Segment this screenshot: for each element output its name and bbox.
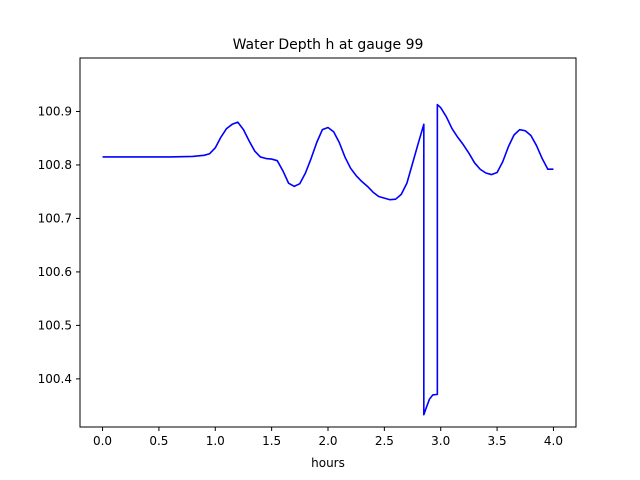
- x-tick-label: 3.5: [488, 434, 507, 448]
- y-tick-label: 100.9: [38, 104, 72, 118]
- x-tick-label: 0.0: [93, 434, 112, 448]
- y-axis: 100.4 100.5 100.6 100.7 100.8 100.9: [38, 104, 80, 386]
- plot-frame: [79, 57, 577, 428]
- y-tick-label: 100.6: [38, 265, 72, 279]
- x-tick-label: 1.0: [206, 434, 225, 448]
- chart-title: Water Depth h at gauge 99: [233, 37, 424, 53]
- plot-area: [102, 103, 554, 416]
- x-tick-label: 1.5: [262, 434, 281, 448]
- x-tick-label: 3.0: [431, 434, 450, 448]
- y-tick-label: 100.4: [38, 372, 72, 386]
- x-axis-label: hours: [311, 456, 345, 470]
- x-tick-label: 2.5: [375, 434, 394, 448]
- x-axis: 0.0 0.5 1.0 1.5 2.0 2.5 3.0 3.5 4.0: [93, 427, 563, 448]
- series-line-0: [102, 103, 554, 416]
- x-tick-label: 2.0: [318, 434, 337, 448]
- x-tick-label: 0.5: [149, 434, 168, 448]
- y-tick-label: 100.7: [38, 211, 72, 225]
- y-tick-label: 100.8: [38, 158, 72, 172]
- y-tick-label: 100.5: [38, 318, 72, 332]
- x-tick-label: 4.0: [544, 434, 563, 448]
